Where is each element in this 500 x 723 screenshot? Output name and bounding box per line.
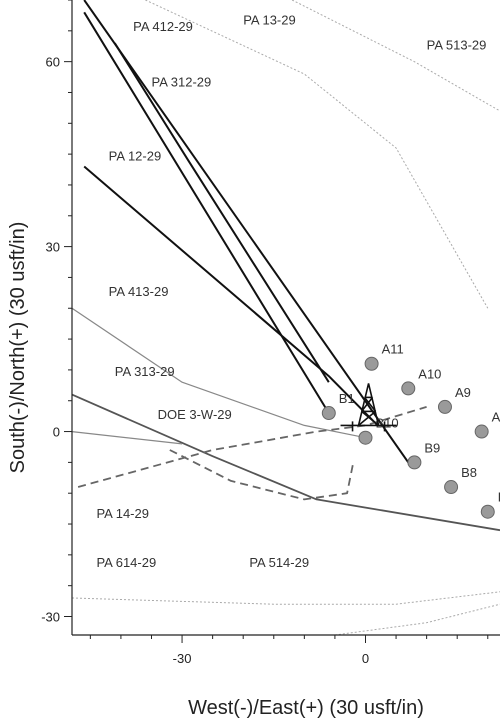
axes <box>71 0 500 636</box>
well-path <box>83 0 410 463</box>
x-tick-label: -30 <box>173 651 192 666</box>
y-tick-label: -30 <box>41 610 60 625</box>
well-label: PA 13-29 <box>243 13 296 28</box>
y-axis-title: South(-)/North(+) (30 usft/in) <box>7 222 29 474</box>
well-path <box>113 42 330 383</box>
well-path <box>71 393 500 532</box>
well-path <box>169 449 355 501</box>
y-tick-label: 30 <box>46 240 60 255</box>
well-path <box>77 406 427 488</box>
well-point <box>364 356 379 371</box>
well-point <box>407 455 422 470</box>
well-label: PA 513-29 <box>427 37 487 52</box>
data-points: A11 A10 A9 Aŧ B1 B10 B9 B8 B <box>321 342 500 519</box>
well-path <box>334 603 500 636</box>
well-path <box>71 591 500 605</box>
well-path <box>71 431 183 445</box>
well-point <box>401 381 416 396</box>
well-paths <box>71 0 500 636</box>
point-label: B10 <box>375 416 398 431</box>
well-point <box>437 399 452 414</box>
point-label: A11 <box>382 342 404 357</box>
point-label: B8 <box>461 465 477 480</box>
point-label: B9 <box>424 440 440 455</box>
well-path <box>291 0 500 112</box>
well-label: PA 514-29 <box>249 555 309 570</box>
well-path <box>145 0 489 309</box>
well-label: PA 614-29 <box>96 555 156 570</box>
well-point <box>480 504 495 519</box>
point-label: Aŧ <box>492 410 500 425</box>
well-point <box>321 406 336 421</box>
point-label: A9 <box>455 385 471 400</box>
y-tick-label: 0 <box>53 425 60 440</box>
well-label: PA 14-29 <box>96 506 149 521</box>
well-path <box>71 307 366 439</box>
well-point <box>444 480 459 495</box>
well-labels: PA 412-29 PA 13-29 PA 513-29 PA 312-29 PA 12… <box>96 13 486 571</box>
well-point <box>358 430 373 445</box>
well-label: PA 12-29 <box>109 148 162 163</box>
well-label: DOE 3-W-29 <box>158 407 232 422</box>
well-path <box>83 165 379 427</box>
rig-icon <box>340 383 397 432</box>
point-label: B <box>498 490 500 505</box>
well-label: PA 313-29 <box>115 364 175 379</box>
point-label: B1 <box>339 391 355 406</box>
x-axis-title: West(-)/East(+) (30 usft/in) <box>188 697 424 719</box>
well-point <box>474 424 489 439</box>
point-label: A10 <box>418 366 441 381</box>
x-tick-label: 0 <box>362 651 369 666</box>
well-label: PA 413-29 <box>109 284 169 299</box>
well-label: PA 412-29 <box>133 19 193 34</box>
y-tick-label: 60 <box>46 55 60 70</box>
tick-marks: -30 0 -30 0 30 60 <box>41 0 489 666</box>
well-path <box>83 11 330 414</box>
well-label: PA 312-29 <box>151 74 211 89</box>
